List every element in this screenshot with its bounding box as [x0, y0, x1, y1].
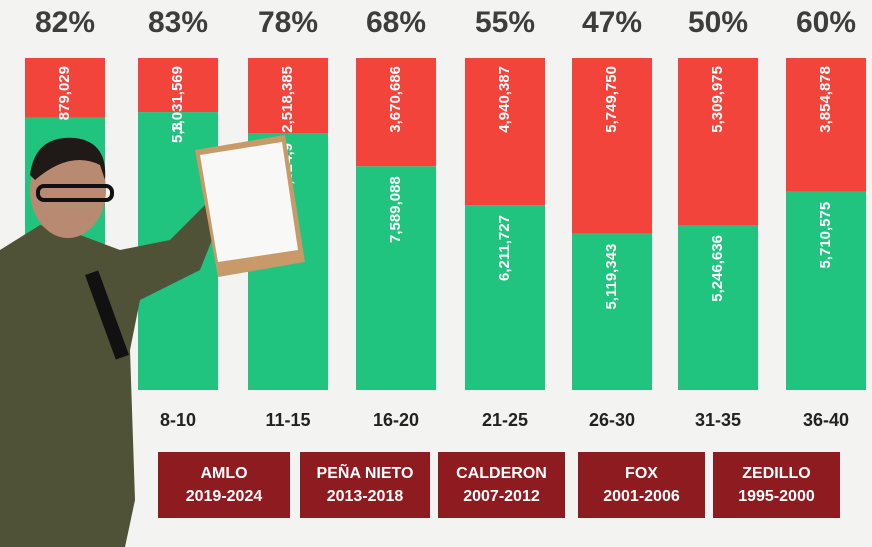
percent-label: 68% — [366, 6, 426, 39]
period-name: AMLO — [200, 465, 247, 482]
period-years: 2019-2024 — [186, 488, 263, 505]
bar-segment — [138, 58, 218, 113]
percent-sign: % — [181, 6, 208, 39]
paper — [200, 142, 298, 262]
percent-value: 83 — [148, 6, 181, 39]
value-label: 3,854,878 — [817, 66, 834, 133]
bar-segment — [786, 191, 866, 390]
percent-sign: % — [399, 6, 426, 39]
percent-sign: % — [721, 6, 748, 39]
x-tick-label: 8-10 — [160, 410, 196, 430]
x-tick-label: 16-20 — [373, 410, 419, 430]
value-label: 879,029 — [56, 66, 73, 120]
period-name: FOX — [625, 465, 658, 482]
percent-label: 83% — [148, 6, 208, 39]
period-box — [578, 452, 705, 518]
percent-value: 47 — [582, 6, 615, 39]
value-label: 5,309,975 — [709, 66, 726, 133]
period-years: 2013-2018 — [327, 488, 404, 505]
value-label: 5,3 — [169, 122, 186, 143]
period-years: 1995-2000 — [738, 488, 815, 505]
period-name: ZEDILLO — [742, 465, 810, 482]
bar-segment — [572, 58, 652, 234]
percent-value: 78 — [258, 6, 291, 39]
value-label: 5,749,750 — [603, 66, 620, 133]
period-name: PEÑA NIETO — [317, 462, 414, 482]
x-tick-label: 31-35 — [695, 410, 741, 430]
value-label: 1,031,569 — [169, 66, 186, 133]
bar-segment — [465, 205, 545, 390]
x-tick-label: 11-15 — [265, 410, 310, 430]
period-box — [300, 452, 430, 518]
period-box — [438, 452, 565, 518]
percent-label: 47% — [582, 6, 642, 39]
percent-sign: % — [829, 6, 856, 39]
percent-label: 60% — [796, 6, 856, 39]
percent-label: 78% — [258, 6, 318, 39]
percent-value: 50 — [688, 6, 721, 39]
value-label: 7,589,088 — [387, 176, 404, 243]
percent-label: 82% — [35, 6, 95, 39]
presenter — [0, 135, 305, 547]
value-label: 4,940,387 — [496, 66, 513, 133]
period-years: 2001-2006 — [603, 488, 680, 505]
value-label: 3,670,686 — [387, 66, 404, 133]
percent-value: 82 — [35, 6, 68, 39]
percent-label: 55% — [475, 6, 535, 39]
period-box — [158, 452, 290, 518]
percent-value: 60 — [796, 6, 829, 39]
value-label: 6,211,727 — [496, 215, 513, 281]
value-label: 2,518,385 — [279, 66, 296, 133]
presenter-hair — [30, 137, 106, 180]
percent-label: 50% — [688, 6, 748, 39]
microphone — [85, 270, 129, 360]
percent-sign: % — [615, 6, 642, 39]
bar-segment — [465, 58, 545, 206]
bar-segment — [786, 58, 866, 192]
period-name: CALDERON — [456, 465, 547, 482]
bar-segment — [25, 58, 105, 118]
percent-sign: % — [508, 6, 535, 39]
x-tick-label: 21-25 — [482, 410, 528, 430]
bar-segment — [572, 233, 652, 390]
period-years: 2007-2012 — [463, 488, 540, 505]
percent-sign: % — [291, 6, 318, 39]
x-tick-label: 36-40 — [803, 410, 849, 430]
percent-value: 68 — [366, 6, 399, 39]
bar-segment — [356, 58, 436, 167]
value-label: 5,119,343 — [603, 244, 620, 310]
x-tick-label: 26-30 — [589, 410, 635, 430]
presenter-body — [0, 205, 220, 547]
percent-sign: % — [68, 6, 95, 39]
presenter-glasses — [36, 184, 114, 202]
bar-segment — [678, 224, 758, 390]
bar-segment — [678, 58, 758, 225]
value-label: 5,246,636 — [709, 235, 726, 302]
bar-segment — [248, 58, 328, 134]
period-box — [713, 452, 840, 518]
percent-value: 55 — [475, 6, 508, 39]
value-label: 5,710,575 — [817, 202, 834, 269]
bar-segment — [356, 166, 436, 390]
